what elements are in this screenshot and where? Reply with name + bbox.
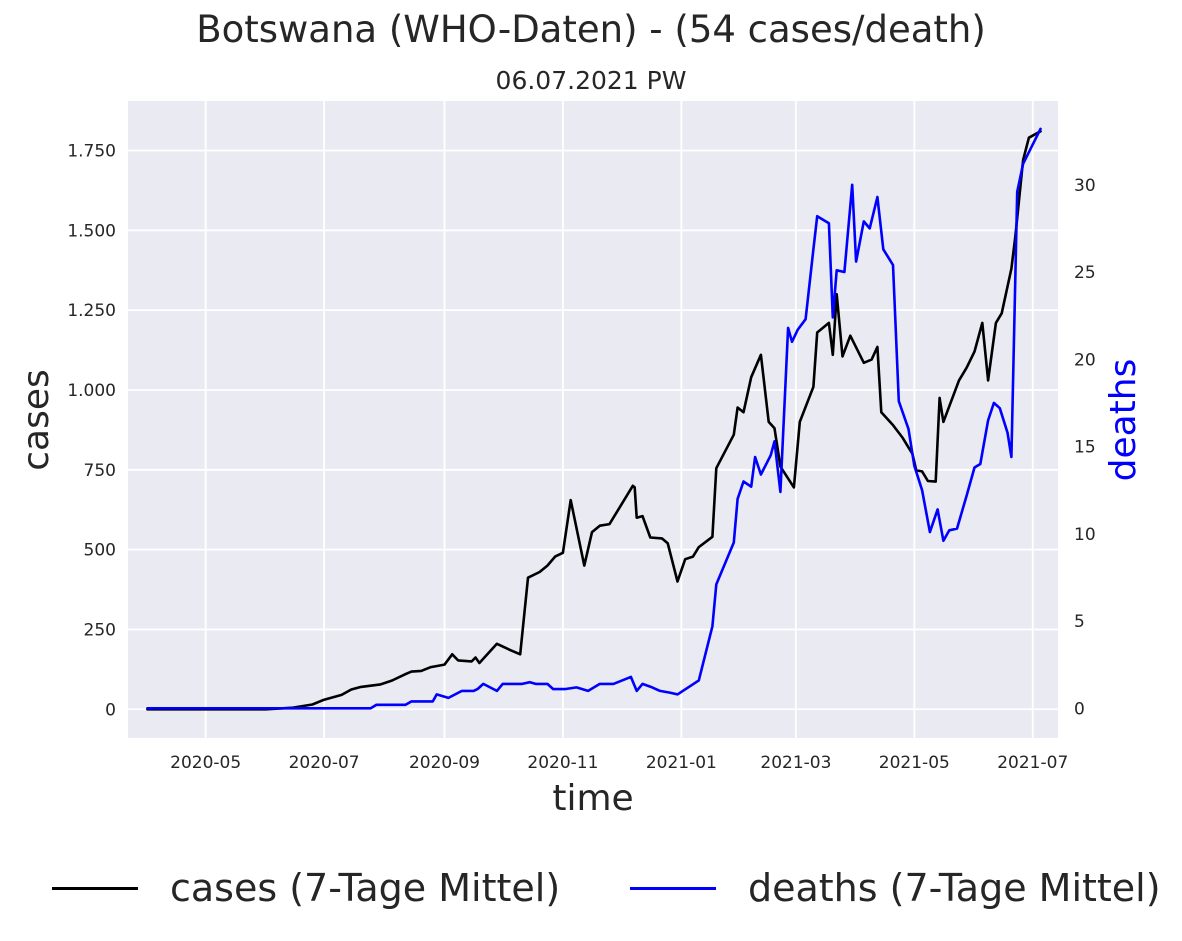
y-tick-label-right: 20 xyxy=(1074,350,1096,370)
y-axis-label-left: cases xyxy=(16,369,57,471)
legend-swatch-cases xyxy=(52,886,138,890)
series-layer xyxy=(146,127,1042,711)
x-tick-label: 2021-07 xyxy=(997,753,1068,773)
grid-lines xyxy=(128,101,1058,738)
x-tick-label: 2020-05 xyxy=(170,753,241,773)
y-tick-label-right: 5 xyxy=(1074,612,1085,632)
y-tick-label-left: 250 xyxy=(84,620,116,640)
y-tick-label-left: 750 xyxy=(84,461,116,481)
x-axis-label: time xyxy=(552,778,633,819)
legend-swatch-deaths xyxy=(630,886,716,890)
x-tick-label: 2020-11 xyxy=(527,753,598,773)
series-line-cases xyxy=(146,130,1042,711)
legend-label-deaths: deaths (7-Tage Mittel) xyxy=(748,866,1161,910)
plot-area xyxy=(128,101,1058,738)
y-tick-label-right: 0 xyxy=(1074,699,1085,719)
y-tick-label-left: 1.250 xyxy=(67,301,116,321)
legend-item-cases: cases (7-Tage Mittel) xyxy=(52,860,560,916)
chart-subtitle: 06.07.2021 PW xyxy=(495,66,687,95)
y-tick-label-left: 0 xyxy=(105,700,116,720)
y-tick-label-left: 500 xyxy=(84,541,116,561)
legend: cases (7-Tage Mittel) deaths (7-Tage Mit… xyxy=(0,860,1182,916)
y-tick-label-left: 1.500 xyxy=(67,221,116,241)
y-tick-label-right: 25 xyxy=(1074,263,1096,283)
y-tick-label-left: 1.750 xyxy=(67,141,116,161)
series-line-deaths xyxy=(146,127,1042,710)
x-tick-label: 2020-09 xyxy=(409,753,480,773)
y-axis-label-right: deaths xyxy=(1103,359,1144,482)
x-tick-label: 2021-05 xyxy=(879,753,950,773)
legend-item-deaths: deaths (7-Tage Mittel) xyxy=(630,860,1161,916)
y-tick-label-right: 30 xyxy=(1074,176,1096,196)
line-chart: 2020-05 2020-07 2020-09 2020-11 2021-01 2021-… xyxy=(16,101,1144,819)
y-tick-label-right: 15 xyxy=(1074,438,1096,458)
tick-labels: 2020-05 2020-07 2020-09 2020-11 2021-01 2021-… xyxy=(67,141,1095,773)
chart-title: Botswana (WHO-Daten) - (54 cases/death) xyxy=(196,8,986,51)
y-tick-label-right: 10 xyxy=(1074,525,1096,545)
x-tick-label: 2021-01 xyxy=(646,753,717,773)
legend-label-cases: cases (7-Tage Mittel) xyxy=(170,866,561,910)
y-tick-label-left: 1.000 xyxy=(67,381,116,401)
x-tick-label: 2021-03 xyxy=(760,753,831,773)
x-tick-label: 2020-07 xyxy=(289,753,360,773)
